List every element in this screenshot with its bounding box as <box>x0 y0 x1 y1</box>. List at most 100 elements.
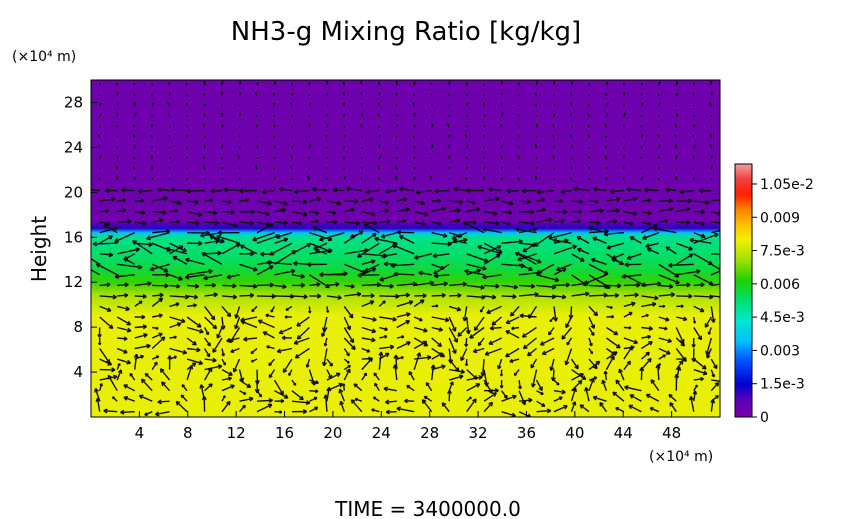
wind-vector <box>690 396 695 412</box>
wind-vector <box>169 295 189 298</box>
wind-vector <box>204 305 216 321</box>
wind-vector <box>379 210 389 213</box>
wind-vector-head <box>217 250 222 254</box>
wind-vector-head <box>476 206 481 210</box>
wind-vector <box>256 369 259 385</box>
wind-vector <box>185 258 205 265</box>
wind-vector-head <box>626 360 631 364</box>
wind-vector-head <box>629 236 633 241</box>
wind-vector-head <box>466 189 471 194</box>
wind-vector-head <box>338 389 341 394</box>
wind-vector-head <box>423 327 428 332</box>
wind-vector-head <box>548 332 552 336</box>
wind-vector-head <box>531 283 536 287</box>
wind-vector <box>693 253 713 266</box>
wind-vector-head <box>694 320 697 324</box>
wind-vector <box>361 198 374 202</box>
wind-vector-head <box>512 394 517 397</box>
wind-vector-head <box>203 80 206 83</box>
wind-vector <box>134 355 144 360</box>
wind-vector-head <box>614 292 619 296</box>
wind-vector <box>296 316 310 327</box>
wind-vector-head <box>469 396 472 399</box>
wind-vector <box>536 400 546 407</box>
wind-vector <box>185 274 205 279</box>
wind-vector-head <box>653 227 658 232</box>
wind-vector-head <box>599 208 604 212</box>
wind-vector <box>134 242 153 246</box>
wind-vector <box>693 390 696 402</box>
wind-vector <box>711 379 720 382</box>
wind-vector <box>152 294 164 297</box>
wind-vector-head <box>343 176 346 179</box>
wind-vector <box>96 263 118 276</box>
wind-vector-head <box>706 355 711 359</box>
wind-vector <box>483 379 493 394</box>
wind-vector-head <box>293 262 298 266</box>
wind-vector <box>432 253 450 257</box>
wind-vector <box>117 337 128 340</box>
wind-vector-head <box>362 269 367 274</box>
wind-vector-head <box>639 366 643 372</box>
wind-vector <box>315 249 328 255</box>
wind-vector <box>699 189 712 192</box>
wind-vector <box>344 284 355 288</box>
wind-vector-head <box>431 144 434 147</box>
wind-vector <box>115 274 135 278</box>
wind-vector-head <box>228 376 232 379</box>
wind-vector <box>553 284 570 287</box>
wind-vector <box>658 207 674 213</box>
wind-vector-head <box>664 326 668 330</box>
wind-vector-head <box>692 155 695 158</box>
wind-vector <box>379 274 398 281</box>
wind-vector-head <box>165 228 170 232</box>
wind-vector <box>152 210 167 214</box>
wind-vector-head <box>333 219 338 223</box>
wind-vector-head <box>563 209 568 213</box>
wind-vector-head <box>201 252 205 257</box>
wind-vector <box>501 395 517 402</box>
wind-vector-head <box>332 210 337 214</box>
wind-vector <box>571 220 581 223</box>
wind-vector-head <box>703 370 708 375</box>
wind-vector-head <box>710 155 713 158</box>
wind-vector <box>588 284 608 288</box>
wind-vector-head <box>640 145 643 148</box>
wind-vector-head <box>462 221 467 226</box>
wind-vector-head <box>266 221 271 226</box>
wind-vector <box>293 337 310 345</box>
wind-vector-head <box>148 241 153 246</box>
wind-vector-head <box>151 102 154 105</box>
wind-vector-head <box>421 399 424 404</box>
wind-vector-head <box>240 319 245 323</box>
wind-vector-head <box>159 368 162 373</box>
wind-vector <box>221 200 232 204</box>
wind-vector-head <box>203 144 206 147</box>
wind-vector <box>151 242 171 252</box>
wind-vector-head <box>512 294 517 298</box>
wind-vector <box>640 358 652 371</box>
wind-vector-head <box>213 315 216 320</box>
wind-vector <box>711 270 720 276</box>
wind-vector-head <box>203 277 208 281</box>
wind-vector <box>506 189 520 192</box>
wind-vector-head <box>406 312 411 315</box>
wind-vector-head <box>381 236 386 239</box>
wind-vector <box>553 306 557 322</box>
wind-vector-head <box>132 240 136 245</box>
wind-vector-head <box>443 232 448 237</box>
wind-vector-head <box>256 388 260 394</box>
wind-vector-head <box>576 236 580 241</box>
wind-vector-head <box>441 352 446 358</box>
wind-vector-head <box>326 103 328 106</box>
wind-vector <box>510 305 520 317</box>
wind-vector <box>519 210 535 213</box>
wind-vector-head <box>324 343 328 347</box>
wind-vector-head <box>603 292 608 296</box>
wind-vector-head <box>599 402 602 407</box>
wind-vector-head <box>453 188 458 192</box>
wind-vector-head <box>477 245 482 250</box>
wind-vector <box>204 337 211 347</box>
wind-vector <box>123 384 136 392</box>
wind-vector <box>204 221 219 224</box>
